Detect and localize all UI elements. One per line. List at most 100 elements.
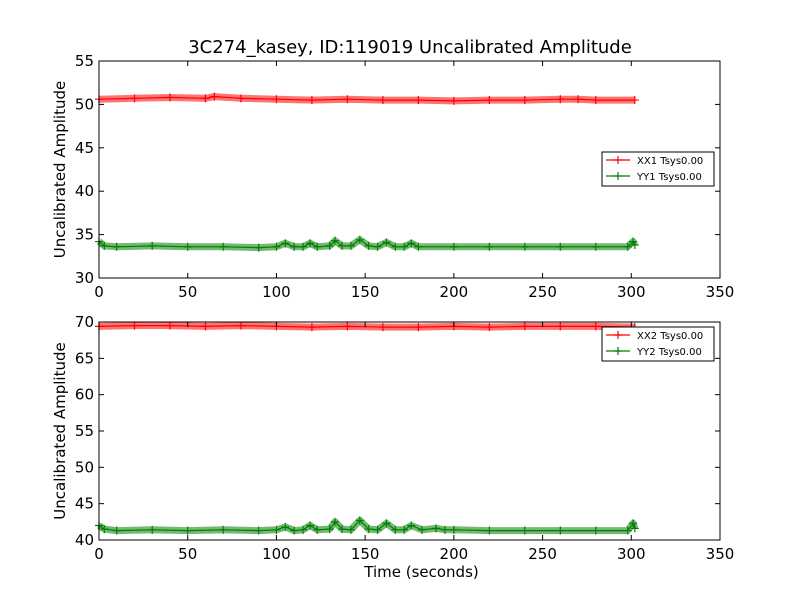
data-point xyxy=(330,236,339,245)
chart-panel-2: 0 50 100 150 200 250 300 350 40 45 50 55 60 65 70 Uncal… xyxy=(51,313,734,581)
data-point xyxy=(236,94,245,103)
y-tick-label: 55 xyxy=(75,422,94,440)
data-point xyxy=(219,242,228,251)
legend-label: XX2 Tsys0.00 xyxy=(637,331,703,342)
data-point xyxy=(210,92,219,101)
y-axis-label: Uncalibrated Amplitude xyxy=(51,342,69,519)
data-point xyxy=(623,242,632,251)
data-point xyxy=(281,239,290,248)
data-point xyxy=(400,525,409,534)
data-point xyxy=(378,96,387,105)
figure-title: 3C274_kasey, ID:119019 Uncalibrated Ampl… xyxy=(188,37,632,58)
data-point xyxy=(414,323,423,332)
legend-label: YY2 Tsys0.00 xyxy=(636,347,702,358)
y-tick-label: 35 xyxy=(75,226,94,244)
y-tick-label: 40 xyxy=(75,182,94,200)
x-tick-label: 300 xyxy=(617,283,646,301)
data-point xyxy=(254,243,263,252)
data-point xyxy=(364,525,373,534)
data-point xyxy=(591,96,600,105)
data-point xyxy=(591,322,600,331)
data-point xyxy=(373,525,382,534)
data-point xyxy=(201,322,210,331)
data-point xyxy=(556,526,565,535)
x-tick-label: 150 xyxy=(351,283,380,301)
data-point xyxy=(355,235,364,244)
x-tick-label: 200 xyxy=(440,545,469,563)
x-tick-label: 250 xyxy=(528,545,557,563)
data-point xyxy=(417,525,426,534)
data-point xyxy=(440,525,449,534)
data-point xyxy=(343,322,352,331)
data-point xyxy=(629,237,638,246)
data-point xyxy=(148,525,157,534)
data-point xyxy=(100,241,109,250)
legend: XX1 Tsys0.00 YY1 Tsys0.00 xyxy=(601,151,715,187)
data-point xyxy=(254,526,263,535)
data-point xyxy=(272,95,281,104)
data-point xyxy=(485,323,494,332)
data-point xyxy=(485,242,494,251)
data-point xyxy=(307,96,316,105)
data-point xyxy=(574,95,583,104)
y-tick-label: 70 xyxy=(75,313,94,331)
y-tick-label: 50 xyxy=(75,95,94,113)
series-1-1 xyxy=(95,92,639,105)
axes-frame xyxy=(98,60,721,279)
data-point xyxy=(313,242,322,251)
x-tick-label: 200 xyxy=(440,283,469,301)
data-point xyxy=(556,95,565,104)
x-tick-label: 50 xyxy=(178,545,197,563)
legend-label: YY1 Tsys0.00 xyxy=(636,172,702,183)
data-point xyxy=(630,96,639,105)
y-tick-label: 50 xyxy=(75,458,94,476)
plots-container: 0 50 100 150 200 250 300 350 30 35 40 45 50 55 Uncalib… xyxy=(51,52,734,581)
x-axis-label: Time (seconds) xyxy=(363,563,479,581)
data-point xyxy=(414,242,423,251)
data-point xyxy=(306,239,315,248)
data-point xyxy=(630,524,639,533)
data-point xyxy=(556,242,565,251)
data-point xyxy=(290,526,299,535)
data-point xyxy=(112,526,121,535)
data-point xyxy=(485,526,494,535)
legend-marker xyxy=(614,172,622,180)
data-point xyxy=(355,516,364,525)
data-point xyxy=(306,521,315,530)
data-point xyxy=(556,322,565,331)
data-point xyxy=(325,241,334,250)
data-point xyxy=(432,524,441,533)
x-tick-label: 0 xyxy=(94,545,104,563)
data-point xyxy=(400,242,409,251)
y-tick-label: 30 xyxy=(75,269,94,287)
legend-box xyxy=(601,151,715,187)
data-point xyxy=(391,242,400,251)
x-tick-label: 150 xyxy=(351,545,380,563)
legend: XX2 Tsys0.00 YY2 Tsys0.00 xyxy=(601,326,715,362)
data-point xyxy=(391,525,400,534)
data-point xyxy=(373,242,382,251)
data-point xyxy=(382,519,391,528)
data-point xyxy=(520,242,529,251)
y-tick-label: 45 xyxy=(75,495,94,513)
data-point xyxy=(325,525,334,534)
data-point xyxy=(130,94,139,103)
data-point xyxy=(520,322,529,331)
data-point xyxy=(382,238,391,247)
data-point xyxy=(236,321,245,330)
data-point xyxy=(290,242,299,251)
x-tick-label: 0 xyxy=(94,283,104,301)
data-point xyxy=(520,526,529,535)
x-tick-label: 350 xyxy=(706,283,735,301)
data-point xyxy=(165,321,174,330)
y-tick-label: 60 xyxy=(75,386,94,404)
data-point xyxy=(520,96,529,105)
data-point xyxy=(281,522,290,531)
data-point xyxy=(112,242,121,251)
data-point xyxy=(313,525,322,534)
data-point xyxy=(307,323,316,332)
y-axis-label: Uncalibrated Amplitude xyxy=(51,81,69,258)
x-tick-label: 100 xyxy=(262,283,291,301)
